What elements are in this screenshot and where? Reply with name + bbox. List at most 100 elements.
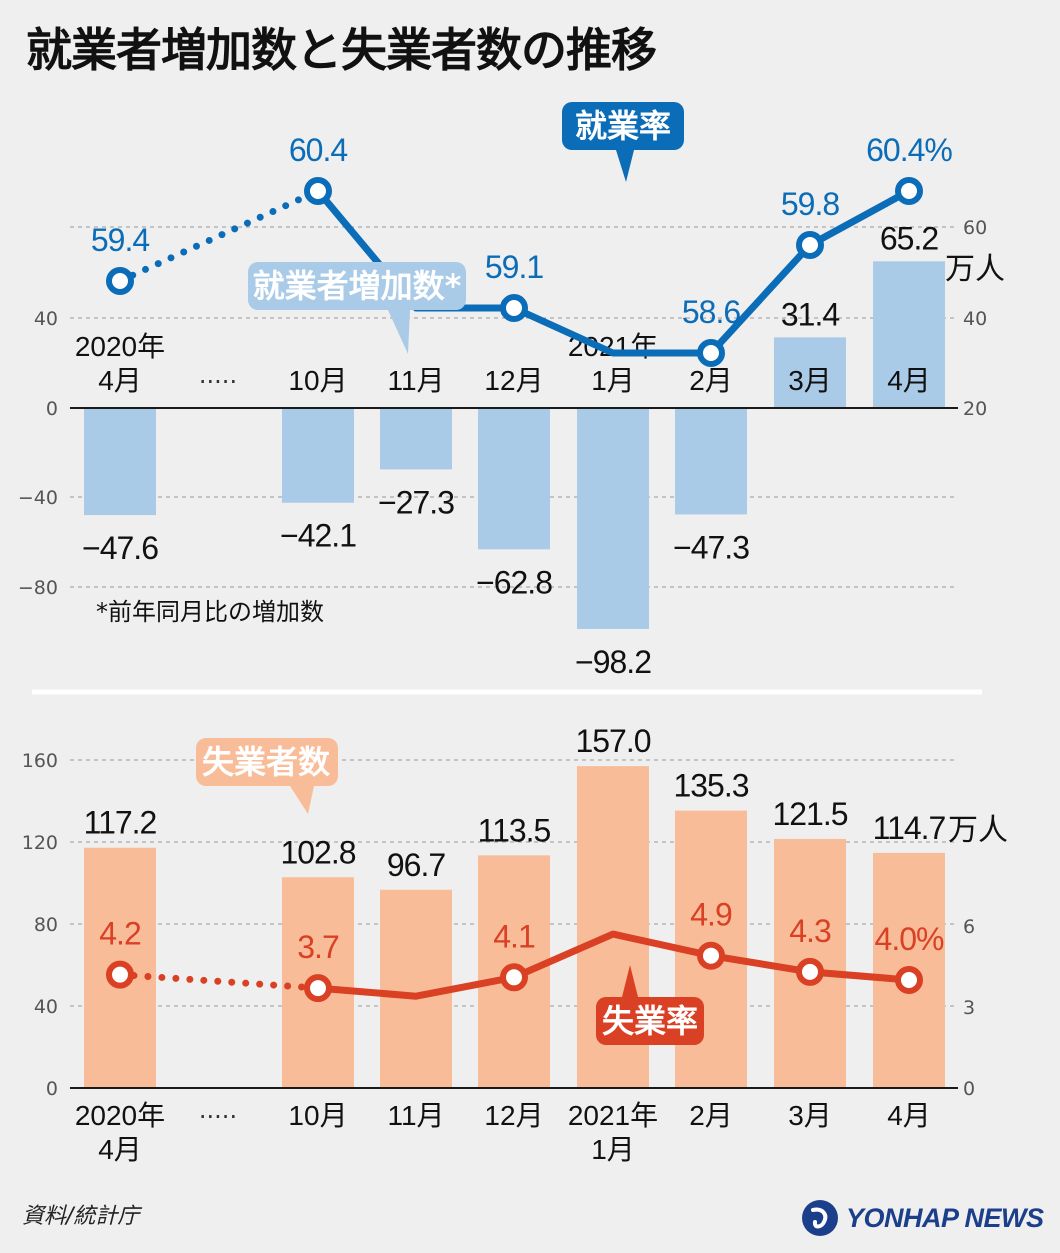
right-tick-label: 60 xyxy=(963,217,987,239)
employment-bar-label: 65.2 xyxy=(880,220,938,256)
left-tick-label: 120 xyxy=(22,832,58,854)
employment-bar-label: −62.8 xyxy=(476,564,552,600)
employment-rate-label: 60.4% xyxy=(866,132,952,168)
logo-text: YONHAP NEWS xyxy=(846,1202,1044,1233)
yonhap-emblem-icon xyxy=(802,1200,838,1236)
employment-bar xyxy=(675,408,747,515)
employment-bar-label: 31.4 xyxy=(781,296,839,332)
employment-bar xyxy=(478,408,550,550)
category-label: 4月 xyxy=(98,365,142,396)
category-label: 1月 xyxy=(591,365,635,396)
left-tick-label: 0 xyxy=(46,1078,58,1100)
source-credit: 資料/統計庁 xyxy=(22,1204,140,1229)
unemployment-rate-point xyxy=(500,963,528,992)
category-ellipsis: ····· xyxy=(199,1103,237,1131)
employment-rate-label: 59.1 xyxy=(485,249,543,285)
left-tick-label: −40 xyxy=(18,487,58,509)
left-tick-label: 40 xyxy=(34,996,58,1018)
footnote: *前年同月比の増加数 xyxy=(96,598,324,626)
category-label: 2021年 xyxy=(568,1100,658,1131)
employment-rate-point xyxy=(304,177,332,205)
category-label: 10月 xyxy=(288,365,347,396)
unemployment-rate-label: 4.3 xyxy=(789,913,831,949)
category-label: 11月 xyxy=(387,1100,444,1131)
employment-rate-label: 59.4 xyxy=(91,222,149,258)
category-label: 4月 xyxy=(887,365,931,396)
unemployment-rate-label: 4.1 xyxy=(493,918,535,954)
employment-bar-label: −27.3 xyxy=(378,484,454,520)
unemployment-rate-point xyxy=(106,960,134,989)
employment-bar-label: −47.3 xyxy=(673,529,749,565)
unemployment-rate-label: 4.2 xyxy=(99,916,141,952)
unemployment-bar-label: 135.3 xyxy=(673,768,748,804)
left-tick-label: 40 xyxy=(34,308,58,330)
unemployment-bar-label: 121.5 xyxy=(772,796,847,832)
employment-bar xyxy=(774,337,846,408)
left-tick-label: −80 xyxy=(18,577,58,599)
unemployment-rate-point xyxy=(895,966,923,994)
category-ellipsis: ····· xyxy=(199,368,237,396)
left-tick-label: 80 xyxy=(34,914,58,936)
unemployment-panel: 160 120 80 40 0 6 3 0 117.2 102.8 96.7 113.5 157.0 13… xyxy=(22,723,1008,1165)
employment-bar xyxy=(282,408,354,503)
employment-rate-point xyxy=(697,339,725,367)
employment-rate-point xyxy=(796,231,824,259)
right-tick-label: 6 xyxy=(963,916,975,938)
category-label: 12月 xyxy=(484,365,543,396)
unemployment-rate-label: 4.9 xyxy=(690,897,732,933)
category-label: 1月 xyxy=(591,1134,635,1165)
employment-panel: 40 0 −40 −80 60 40 20 −47.6 −42.1 −27.3 −62.8 −98.2… xyxy=(18,102,1005,695)
unemployment-rate-point xyxy=(697,941,725,970)
category-label: 2月 xyxy=(689,1100,733,1131)
category-label: 3月 xyxy=(788,1100,832,1131)
bar-unit-label: 万人 xyxy=(945,252,1005,287)
callout-bubble xyxy=(248,262,466,354)
unemployment-bar-label: 96.7 xyxy=(387,847,445,883)
employment-bar-label: −98.2 xyxy=(575,644,651,680)
employment-rate-point xyxy=(106,267,134,295)
unemployment-bar-label: 117.2 xyxy=(84,805,157,841)
unemployment-rate-point xyxy=(796,957,824,986)
left-tick-label: 0 xyxy=(46,398,58,420)
unemployment-rate-label: 3.7 xyxy=(297,929,339,965)
right-tick-label: 20 xyxy=(963,398,987,420)
employment-rate-label: 58.6 xyxy=(682,294,740,330)
employment-bar xyxy=(577,408,649,629)
yonhap-logo: YONHAP NEWS xyxy=(800,1196,1044,1240)
category-label: 2月 xyxy=(689,365,733,396)
employment-bar xyxy=(873,261,945,408)
employment-bar-label: −47.6 xyxy=(82,530,158,566)
category-label: 12月 xyxy=(484,1100,543,1131)
employment-bar xyxy=(84,408,156,516)
employment-rate-point xyxy=(895,177,923,205)
category-label: 4月 xyxy=(98,1134,142,1165)
employment-rate-dotted-line xyxy=(116,187,322,285)
employment-bar-label: −42.1 xyxy=(280,518,356,554)
right-tick-label: 0 xyxy=(963,1078,975,1100)
unemployment-bar-label: 113.5 xyxy=(478,812,551,848)
category-label: 11月 xyxy=(387,365,444,396)
right-tick-label: 40 xyxy=(963,308,987,330)
category-label: 2020年 xyxy=(75,331,165,362)
category-label: 4月 xyxy=(887,1100,931,1131)
callout-bubble xyxy=(196,738,338,814)
employment-rate-label: 59.8 xyxy=(781,186,839,222)
left-tick-label: 160 xyxy=(22,750,58,772)
employment-rate-point xyxy=(500,294,528,322)
unemployed-callout: 失業者数 xyxy=(202,743,331,781)
category-label: 3月 xyxy=(788,365,832,396)
callout-bubble xyxy=(596,965,704,1045)
employment-rate-label: 60.4 xyxy=(289,132,347,168)
employment-bar xyxy=(380,408,452,470)
right-tick-label: 3 xyxy=(963,997,975,1019)
category-label: 2020年 xyxy=(75,1100,165,1131)
unemployment-rate-point xyxy=(304,974,332,1003)
bar-unit-label: 万人 xyxy=(948,813,1008,848)
employment-rate-callout: 就業率 xyxy=(575,107,671,145)
unemployment-bar-label: 114.7 xyxy=(873,810,946,846)
employment-increase-callout: 就業者増加数* xyxy=(253,267,462,305)
unemployment-rate-dotted-line xyxy=(116,971,322,992)
unemployment-bar-label: 157.0 xyxy=(575,723,650,759)
callout-bubble xyxy=(562,102,684,182)
